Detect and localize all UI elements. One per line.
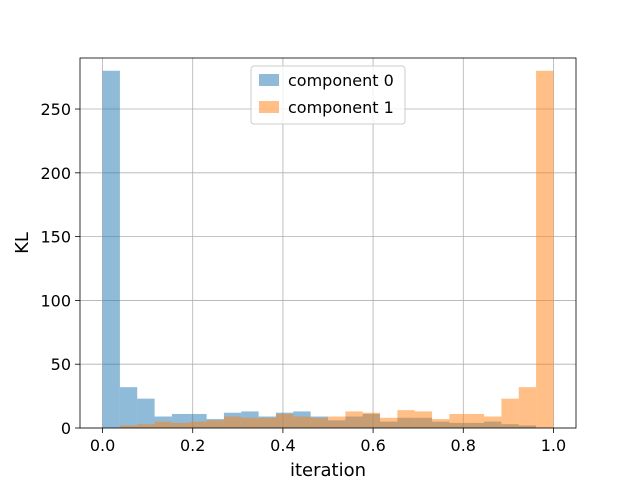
bar-series-1-bin-22 xyxy=(484,416,502,428)
bar-series-1-bin-17 xyxy=(397,410,415,428)
bar-series-1-bin-10 xyxy=(275,413,294,428)
bar-series-1-bin-3 xyxy=(154,421,172,428)
bar-series-0-bin-1 xyxy=(119,387,138,428)
y-tick-label: 250 xyxy=(40,100,71,119)
legend: component 0 component 1 xyxy=(250,65,406,125)
x-tick-label: 0.4 xyxy=(270,436,295,455)
y-tick-label: 0 xyxy=(61,419,71,438)
legend-swatch-component-1 xyxy=(259,101,279,113)
bar-series-1-bin-24 xyxy=(518,387,537,428)
bar-series-0-bin-0 xyxy=(102,70,120,429)
y-axis-label: KL xyxy=(12,232,33,254)
bar-series-1-bin-2 xyxy=(137,424,155,428)
bar-series-1-bin-21 xyxy=(466,413,485,428)
bar-series-1-bin-11 xyxy=(293,416,311,428)
plot-frame xyxy=(79,57,577,429)
bar-series-1-bin-5 xyxy=(189,421,207,428)
bar-series-1-bin-8 xyxy=(241,417,259,428)
bar-series-1-bin-20 xyxy=(449,413,467,428)
x-tick-label: 0.6 xyxy=(360,436,385,455)
y-tick-label: 50 xyxy=(51,355,71,374)
x-axis-label: iteration xyxy=(290,460,366,480)
bars xyxy=(102,70,554,429)
x-axis-ticks: 0.0 0.2 0.4 0.6 0.8 1.0 xyxy=(90,428,566,455)
x-tick-label: 0.8 xyxy=(451,436,476,455)
bar-series-0-bin-2 xyxy=(137,398,155,428)
bar-series-1-bin-6 xyxy=(206,420,224,428)
bar-series-1-bin-7 xyxy=(223,416,242,428)
bar-series-1-bin-25 xyxy=(536,70,554,429)
bar-series-1-bin-15 xyxy=(362,412,381,428)
y-tick-label: 200 xyxy=(40,164,71,183)
bar-series-1-bin-14 xyxy=(345,411,363,428)
legend-label-component-0: component 0 xyxy=(288,71,394,90)
bar-series-1-bin-19 xyxy=(432,419,450,428)
x-tick-label: 0.0 xyxy=(90,436,115,455)
legend-label-component-1: component 1 xyxy=(288,98,394,117)
bar-series-1-bin-23 xyxy=(501,398,519,428)
y-tick-label: 100 xyxy=(40,291,71,310)
legend-swatch-component-0 xyxy=(259,74,279,86)
bar-series-1-bin-13 xyxy=(328,416,346,428)
x-tick-label: 1.0 xyxy=(541,436,566,455)
y-axis-ticks: 0 50 100 150 200 250 xyxy=(40,100,80,438)
legend-box xyxy=(250,65,406,125)
y-tick-label: 150 xyxy=(40,228,71,247)
bar-series-1-bin-9 xyxy=(258,417,276,428)
bar-series-1-bin-12 xyxy=(310,417,328,428)
bar-series-1-bin-16 xyxy=(380,417,398,428)
x-tick-label: 0.2 xyxy=(180,436,205,455)
bar-series-1-bin-18 xyxy=(414,411,433,428)
bar-series-1-bin-1 xyxy=(119,425,138,428)
bar-series-1-bin-4 xyxy=(171,422,190,428)
